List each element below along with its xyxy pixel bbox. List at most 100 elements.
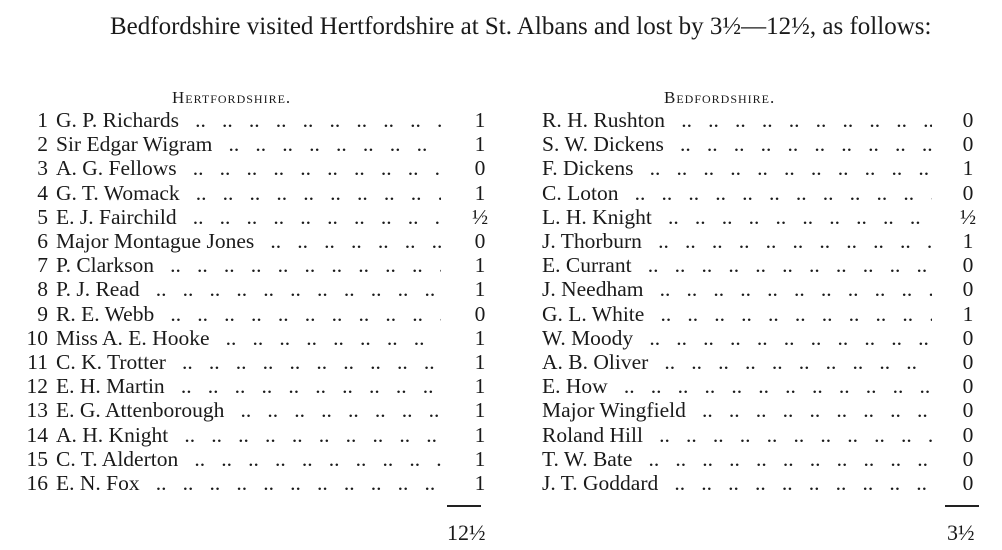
- board-number: 8: [37, 277, 48, 302]
- player-name-bedfordshire: F. Dickens: [542, 156, 640, 181]
- leader-dots: E. N. Fox .. .. .. .. .. .. .. .. .. .. …: [155, 471, 441, 495]
- leader-dots: Miss A. E. Hooke .. .. .. .. .. .. .. ..…: [225, 325, 441, 350]
- board-number: 6: [37, 229, 48, 253]
- leader-dots: A. B. Oliver .. .. .. .. .. .. .. .. .. …: [664, 350, 932, 374]
- leader-dots: T. W. Bate .. .. .. .. .. .. .. .. .. ..…: [648, 446, 933, 471]
- table-row: G. P. Richards .. .. .. .. .. .. .. .. .…: [0, 108, 1002, 132]
- leader-dots: A. H. Knight .. .. .. .. .. .. .. .. .. …: [184, 422, 441, 447]
- player-name-bedfordshire: J. Needham: [542, 277, 650, 302]
- board-number: 7: [37, 253, 48, 278]
- leader-dots: Major Montague Jones .. .. .. .. .. .. .…: [270, 229, 441, 253]
- score-hertfordshire: 1: [474, 422, 486, 447]
- score-bedfordshire: 0: [962, 253, 974, 278]
- leader-dots: J. T. Goddard .. .. .. .. .. .. .. .. ..…: [674, 471, 932, 495]
- score-hertfordshire: 1: [474, 350, 486, 374]
- leader-dots: G. T. Womack .. .. .. .. .. .. .. .. .. …: [195, 180, 441, 205]
- score-hertfordshire: 1: [474, 132, 486, 157]
- leader-dots: S. W. Dickens .. .. .. .. .. .. .. .. ..…: [679, 132, 932, 157]
- score-hertfordshire: 1: [474, 325, 486, 350]
- board-number: 1: [37, 108, 48, 132]
- team-heading-bedfordshire: Bedfordshire.: [664, 88, 776, 107]
- table-row: E. G. Attenborough .. .. .. .. .. .. .. …: [0, 398, 1002, 423]
- score-bedfordshire: 1: [962, 301, 974, 326]
- player-name-hertfordshire: E. J. Fairchild: [56, 204, 183, 229]
- player-name-hertfordshire: C. K. Trotter: [56, 350, 172, 374]
- board-number: 14: [26, 422, 49, 447]
- score-bedfordshire: 0: [962, 374, 974, 399]
- player-name-hertfordshire: G. T. Womack: [56, 180, 186, 205]
- board-number: 13: [26, 398, 49, 423]
- score-bedfordshire: 0: [962, 108, 974, 132]
- score-hertfordshire: 1: [474, 277, 486, 302]
- player-name-hertfordshire: C. T. Alderton: [56, 446, 185, 471]
- board-number: 11: [27, 350, 48, 374]
- player-name-bedfordshire: W. Moody: [542, 325, 640, 350]
- leader-dots: E. G. Attenborough .. .. .. .. .. .. .. …: [240, 398, 441, 423]
- leader-dots: W. Moody .. .. .. .. .. .. .. .. .. .. .…: [649, 325, 932, 350]
- player-name-bedfordshire: R. H. Rushton: [542, 108, 672, 132]
- score-bedfordshire: 0: [962, 180, 974, 205]
- leader-dots: Roland Hill .. .. .. .. .. .. .. .. .. .…: [659, 422, 932, 447]
- leader-dots: G. P. Richards .. .. .. .. .. .. .. .. .…: [195, 108, 441, 132]
- leader-dots: Sir Edgar Wigram .. .. .. .. .. .. .. ..…: [228, 132, 442, 157]
- leader-dots: F. Dickens .. .. .. .. .. .. .. .. .. ..…: [649, 156, 932, 181]
- total-rule-right: [945, 505, 979, 507]
- table-row: A. G. Fellows .. .. .. .. .. .. .. .. ..…: [0, 156, 1002, 181]
- leader-dots: E. H. Martin .. .. .. .. .. .. .. .. .. …: [180, 374, 441, 399]
- board-number: 2: [37, 132, 48, 157]
- score-hertfordshire: 0: [474, 301, 486, 326]
- score-hertfordshire: ½: [471, 204, 489, 229]
- total-bedfordshire: 3½: [947, 520, 975, 545]
- player-name-bedfordshire: L. H. Knight: [542, 204, 658, 229]
- player-name-hertfordshire: E. H. Martin: [56, 374, 171, 399]
- table-row: C. K. Trotter .. .. .. .. .. .. .. .. ..…: [0, 350, 1002, 374]
- score-bedfordshire: 0: [962, 471, 974, 495]
- leader-dots: E. How .. .. .. .. .. .. .. .. .. .. .. …: [623, 374, 932, 399]
- leader-dots: P. Clarkson .. .. .. .. .. .. .. .. .. .…: [170, 253, 441, 278]
- score-hertfordshire: 1: [474, 446, 486, 471]
- intro-paragraph: Bedfordshire visited Hertfordshire at St…: [110, 13, 932, 40]
- score-hertfordshire: 1: [474, 253, 486, 278]
- player-name-bedfordshire: E. Currant: [542, 253, 638, 278]
- table-row: Major Montague Jones .. .. .. .. .. .. .…: [0, 229, 1002, 253]
- score-hertfordshire: 1: [474, 108, 486, 132]
- player-name-bedfordshire: A. B. Oliver: [542, 350, 655, 374]
- table-row: E. H. Martin .. .. .. .. .. .. .. .. .. …: [0, 374, 1002, 399]
- leader-dots: C. T. Alderton .. .. .. .. .. .. .. .. .…: [194, 446, 441, 471]
- table-row: G. T. Womack .. .. .. .. .. .. .. .. .. …: [0, 180, 1002, 205]
- player-name-hertfordshire: Major Montague Jones: [56, 229, 261, 253]
- score-hertfordshire: 0: [474, 229, 486, 253]
- board-number: 3: [37, 156, 48, 181]
- table-row: E. J. Fairchild .. .. .. .. .. .. .. .. …: [0, 204, 1002, 229]
- player-name-hertfordshire: G. P. Richards: [56, 108, 186, 132]
- board-number: 15: [26, 446, 49, 471]
- score-bedfordshire: 0: [962, 325, 974, 350]
- player-name-bedfordshire: G. L. White: [542, 301, 651, 326]
- leader-dots: J. Thorburn .. .. .. .. .. .. .. .. .. .…: [658, 229, 932, 253]
- table-row: Sir Edgar Wigram .. .. .. .. .. .. .. ..…: [0, 132, 1002, 157]
- leader-dots: G. L. White .. .. .. .. .. .. .. .. .. .…: [660, 301, 932, 326]
- player-name-hertfordshire: Miss A. E. Hooke: [56, 325, 216, 350]
- table-row: A. H. Knight .. .. .. .. .. .. .. .. .. …: [0, 422, 1002, 447]
- board-number: 9: [37, 301, 48, 326]
- score-bedfordshire: 1: [962, 156, 974, 181]
- score-bedfordshire: 0: [962, 132, 974, 157]
- score-bedfordshire: 0: [962, 350, 974, 374]
- player-name-hertfordshire: E. N. Fox: [56, 471, 146, 495]
- score-bedfordshire: 0: [962, 277, 974, 302]
- table-row: Miss A. E. Hooke .. .. .. .. .. .. .. ..…: [0, 325, 1002, 350]
- player-name-bedfordshire: S. W. Dickens: [542, 132, 670, 157]
- score-bedfordshire: 0: [962, 446, 974, 471]
- player-name-hertfordshire: A. H. Knight: [56, 422, 175, 447]
- score-hertfordshire: 1: [474, 471, 486, 495]
- leader-dots: R. H. Rushton .. .. .. .. .. .. .. .. ..…: [681, 108, 932, 132]
- leader-dots: A. G. Fellows .. .. .. .. .. .. .. .. ..…: [192, 156, 441, 181]
- player-name-bedfordshire: J. Thorburn: [542, 229, 648, 253]
- table-row: P. Clarkson .. .. .. .. .. .. .. .. .. .…: [0, 253, 1002, 278]
- board-number: 4: [37, 180, 48, 205]
- leader-dots: C. Loton .. .. .. .. .. .. .. .. .. .. .…: [634, 180, 932, 205]
- leader-dots: L. H. Knight .. .. .. .. .. .. .. .. .. …: [668, 204, 932, 229]
- leader-dots: Major Wingfield .. .. .. .. .. .. .. .. …: [701, 398, 932, 423]
- leader-dots: E. Currant .. .. .. .. .. .. .. .. .. ..…: [647, 253, 932, 278]
- player-name-hertfordshire: A. G. Fellows: [56, 156, 183, 181]
